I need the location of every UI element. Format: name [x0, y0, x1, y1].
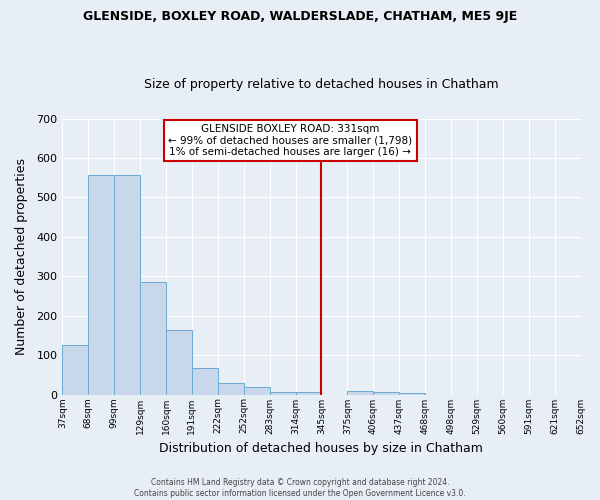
- Bar: [62, 345, 88, 395]
- Bar: [296, 392, 322, 394]
- Text: Contains HM Land Registry data © Crown copyright and database right 2024.
Contai: Contains HM Land Registry data © Crown c…: [134, 478, 466, 498]
- Bar: [399, 393, 425, 394]
- Bar: [269, 392, 296, 394]
- Title: Size of property relative to detached houses in Chatham: Size of property relative to detached ho…: [144, 78, 499, 91]
- Bar: [88, 174, 114, 394]
- Bar: [140, 282, 166, 395]
- X-axis label: Distribution of detached houses by size in Chatham: Distribution of detached houses by size …: [160, 442, 484, 455]
- Bar: [114, 175, 140, 394]
- Text: GLENSIDE, BOXLEY ROAD, WALDERSLADE, CHATHAM, ME5 9JE: GLENSIDE, BOXLEY ROAD, WALDERSLADE, CHAT…: [83, 10, 517, 23]
- Bar: [218, 382, 244, 394]
- Bar: [166, 330, 192, 394]
- Bar: [192, 368, 218, 394]
- Bar: [347, 390, 373, 394]
- Y-axis label: Number of detached properties: Number of detached properties: [15, 158, 28, 355]
- Bar: [244, 386, 269, 394]
- Bar: [373, 392, 399, 394]
- Text: GLENSIDE BOXLEY ROAD: 331sqm
← 99% of detached houses are smaller (1,798)
1% of : GLENSIDE BOXLEY ROAD: 331sqm ← 99% of de…: [168, 124, 412, 158]
